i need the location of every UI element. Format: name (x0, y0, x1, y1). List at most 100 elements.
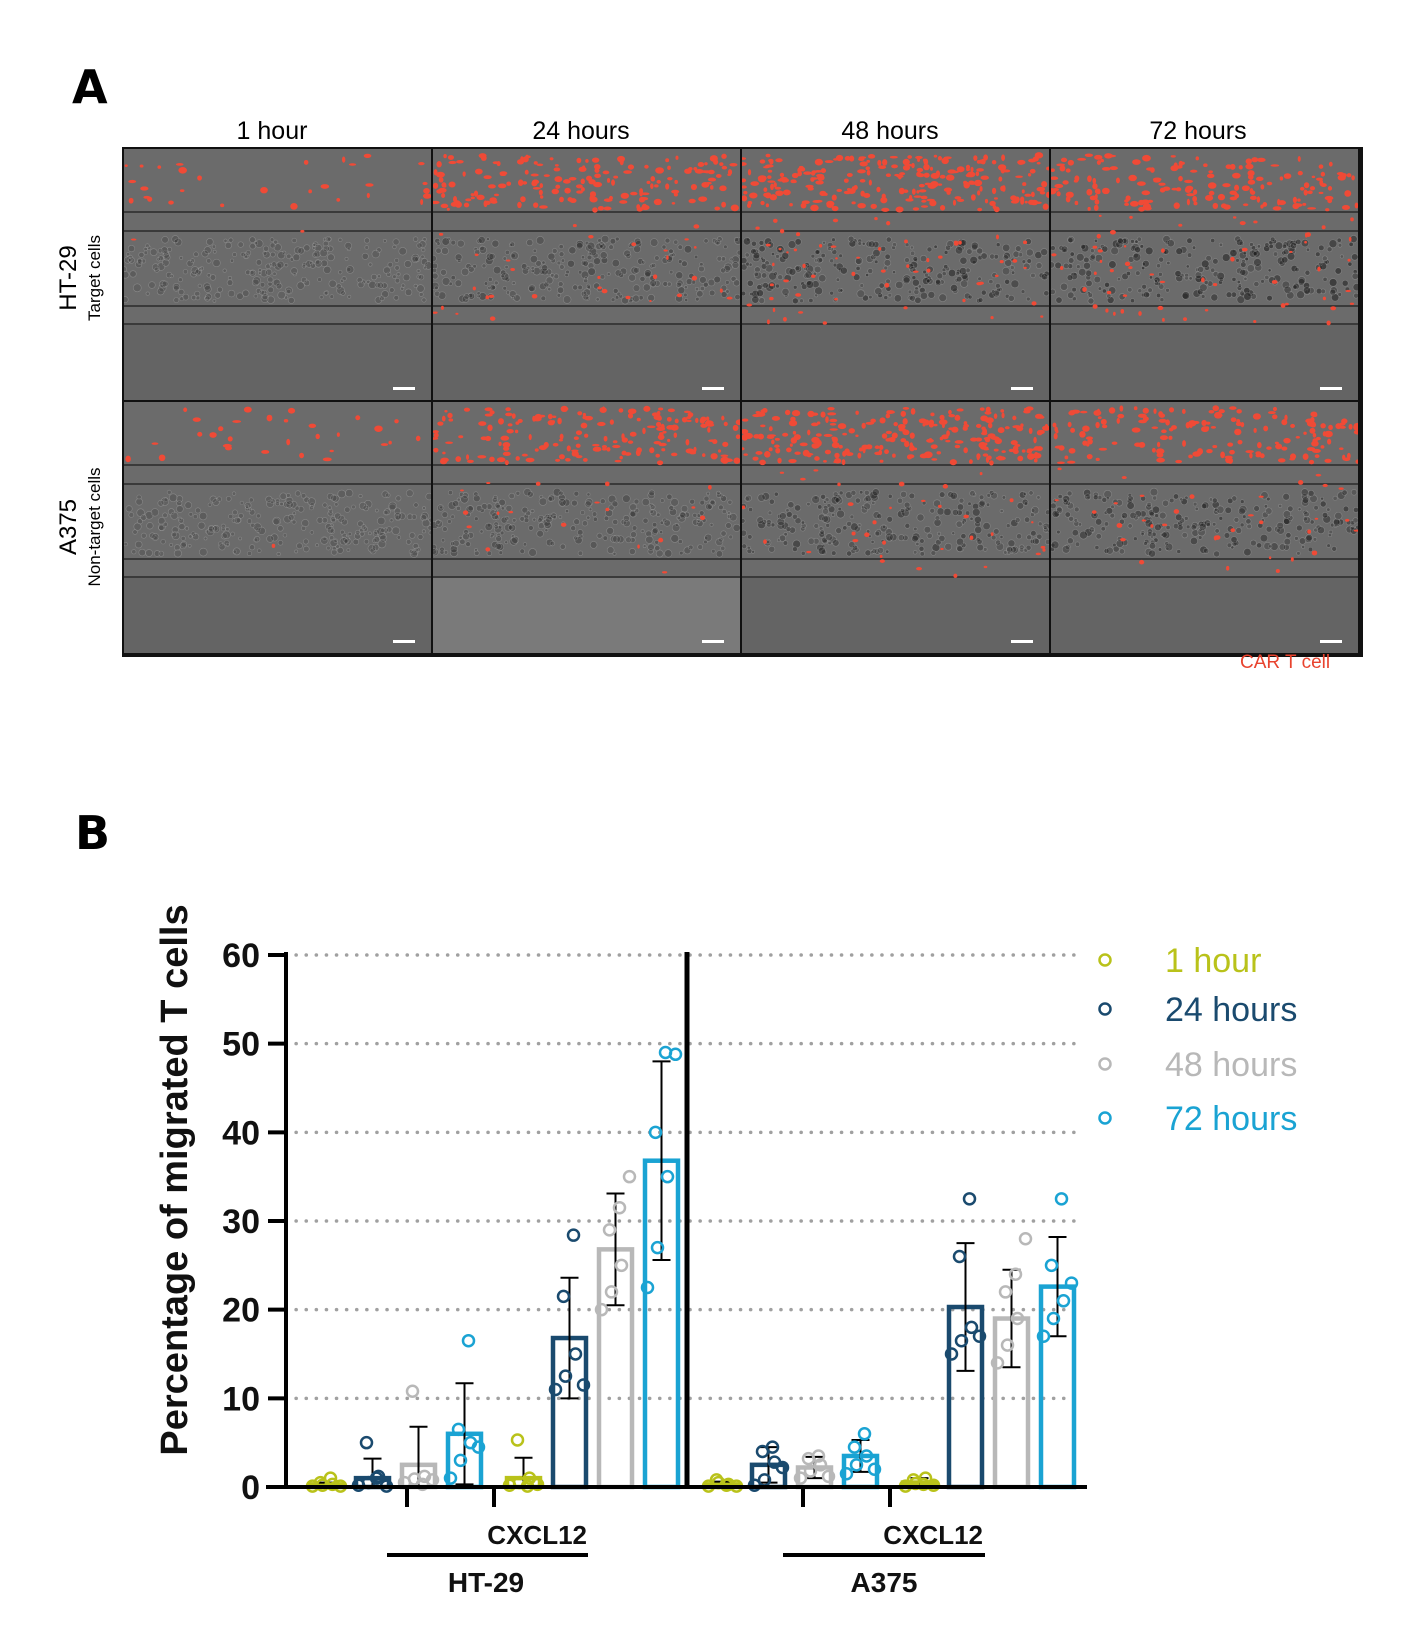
panel-a-letter: A (72, 60, 108, 114)
data-point (775, 1460, 790, 1475)
data-point (990, 1356, 1005, 1370)
row-descriptor-ht29: Target cells (85, 235, 104, 321)
microscopy-tile (1051, 149, 1358, 400)
data-point (568, 1347, 583, 1361)
data-point (323, 1471, 338, 1485)
data-point (847, 1440, 862, 1454)
data-point (821, 1469, 836, 1484)
y-tick-label: 50 (222, 1026, 260, 1064)
data-point (612, 1200, 627, 1215)
data-point (640, 1280, 655, 1295)
legend-marker (1098, 1057, 1112, 1071)
data-point (1036, 1329, 1051, 1344)
data-point (622, 1169, 637, 1184)
scale-bar (393, 640, 415, 643)
data-point (803, 1464, 818, 1478)
scale-bar (702, 387, 724, 390)
microscopy-tile (124, 149, 431, 400)
microscopy-tile (433, 402, 740, 653)
data-point (857, 1427, 872, 1441)
data-point (839, 1466, 854, 1481)
data-point (811, 1449, 826, 1463)
cell-line-label: A375 (851, 1567, 918, 1598)
data-point (1054, 1192, 1069, 1206)
microscopy-image-grid (122, 147, 1363, 657)
legend-marker (1098, 953, 1112, 967)
y-tick-label: 60 (222, 937, 260, 975)
y-tick-label: 10 (222, 1380, 260, 1418)
data-point (1010, 1311, 1025, 1326)
data-point (859, 1449, 874, 1463)
data-point (1044, 1258, 1059, 1273)
timepoint-label-72h: 72 hours (1149, 117, 1247, 145)
data-point (813, 1458, 828, 1472)
group-label-cxcl12: CXCL12 (487, 1520, 587, 1550)
data-point (369, 1471, 384, 1485)
data-point (1064, 1276, 1079, 1290)
row-cell-line-ht29: HT-29 (55, 245, 82, 311)
data-point (964, 1320, 979, 1335)
data-point (954, 1333, 969, 1348)
scale-bar (1320, 640, 1342, 643)
data-point (556, 1289, 571, 1304)
data-point (765, 1440, 780, 1454)
data-point (558, 1369, 573, 1383)
data-point (648, 1125, 663, 1140)
data-point (650, 1240, 665, 1255)
data-point (867, 1462, 882, 1477)
legend-label: 72 hours (1165, 1100, 1297, 1138)
scale-bar (1011, 387, 1033, 390)
legend-marker (1098, 1111, 1112, 1125)
data-point (566, 1228, 581, 1242)
data-point (576, 1378, 591, 1392)
microscopy-tile (124, 402, 431, 653)
data-point (471, 1440, 486, 1454)
y-tick-label: 0 (241, 1469, 260, 1507)
data-point (972, 1329, 987, 1344)
legend-label: 1 hour (1165, 942, 1261, 980)
data-point (594, 1302, 609, 1317)
microscopy-tile (742, 149, 1049, 400)
y-axis-label: Percentage of migrated T cells (154, 904, 196, 1455)
data-point (453, 1453, 468, 1468)
microscopy-tile (742, 402, 1049, 653)
legend-label: 48 hours (1165, 1046, 1297, 1084)
cell-line-label: HT-29 (448, 1567, 524, 1598)
panel-b-letter: B (75, 806, 111, 860)
timepoint-label-24h: 24 hours (532, 117, 630, 145)
data-point (530, 1477, 545, 1492)
data-point (660, 1169, 675, 1184)
data-point (952, 1249, 967, 1264)
timepoint-label-1h: 1 hour (236, 117, 308, 145)
data-point (1008, 1267, 1023, 1281)
car-t-cell-legend: CAR T cell (1240, 652, 1331, 673)
scale-bar (393, 387, 415, 390)
data-point (944, 1347, 959, 1361)
data-point (604, 1285, 619, 1299)
data-point (451, 1422, 466, 1437)
scale-bar (1320, 387, 1342, 390)
y-tick-label: 20 (222, 1292, 260, 1330)
data-point (793, 1471, 808, 1485)
y-tick-label: 40 (222, 1114, 260, 1152)
data-point (998, 1285, 1013, 1299)
legend-marker (1098, 1002, 1112, 1016)
data-point (443, 1471, 458, 1485)
data-point (371, 1469, 386, 1484)
legend-label: 24 hours (1165, 991, 1297, 1029)
data-point (849, 1458, 864, 1472)
data-point (461, 1333, 476, 1348)
y-tick-label: 30 (222, 1203, 260, 1241)
group-label-cxcl12: CXCL12 (883, 1520, 983, 1550)
data-point (359, 1435, 374, 1450)
row-label-ht29: HT-29 Target cells (54, 168, 114, 388)
data-point (548, 1382, 563, 1397)
data-point (1018, 1231, 1033, 1246)
row-descriptor-a375: Non-target cells (85, 467, 104, 587)
data-point (1046, 1311, 1061, 1326)
scale-bar (1011, 640, 1033, 643)
data-point (1056, 1294, 1071, 1308)
data-point (405, 1384, 420, 1398)
microscopy-tile (1051, 402, 1358, 653)
scale-bar (702, 640, 724, 643)
